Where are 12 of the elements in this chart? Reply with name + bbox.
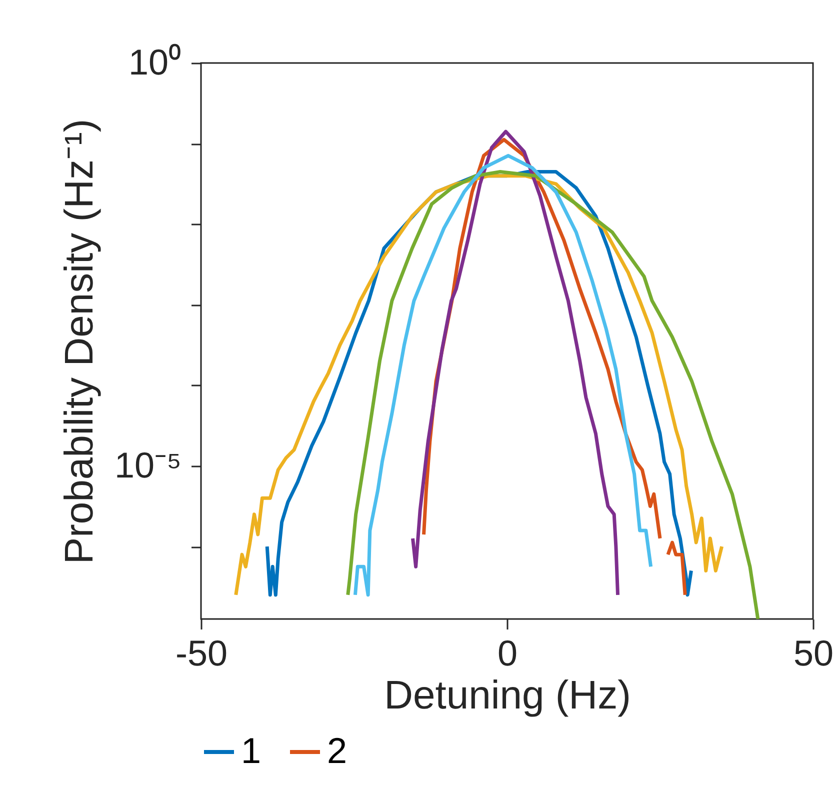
x-tick-label: 50 (793, 632, 834, 674)
line-series (353, 154, 653, 597)
y-axis-title: Probability Density (Hz⁻¹) (58, 118, 102, 564)
legend-label: 2 (327, 730, 348, 771)
legend-label: 1 (241, 730, 262, 771)
x-axis-title: Detuning (Hz) (384, 674, 631, 718)
x-tick-label: 0 (497, 632, 518, 674)
y-tick-label: 10⁰ (128, 42, 182, 82)
line-series (346, 170, 760, 619)
x-tick-label: -50 (175, 632, 228, 674)
y-tick-label: 10⁻⁵ (114, 444, 182, 486)
line-series (411, 130, 620, 597)
